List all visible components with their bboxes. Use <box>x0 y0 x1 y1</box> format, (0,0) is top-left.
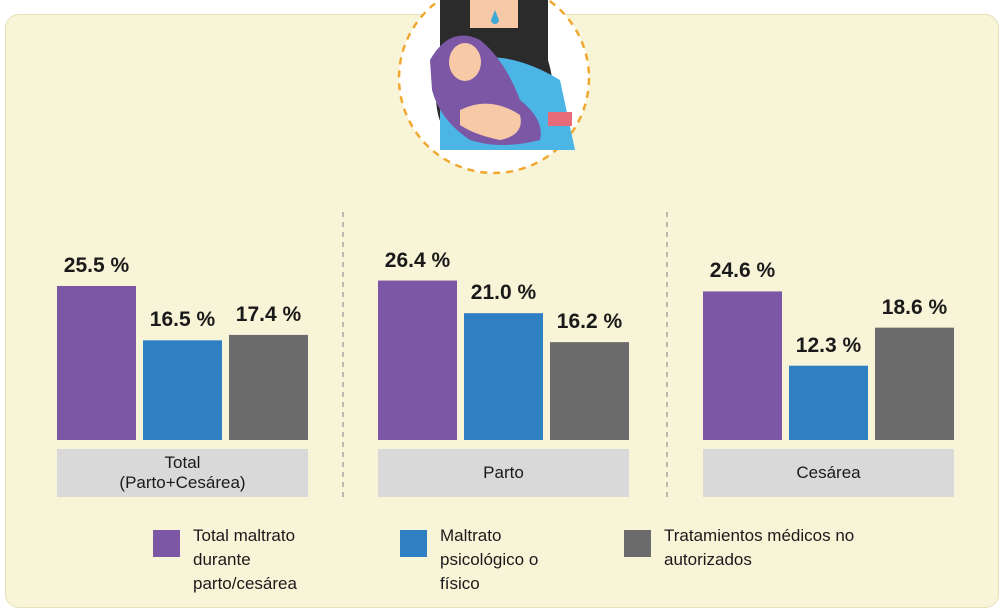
bar <box>703 291 782 440</box>
bar <box>143 340 222 440</box>
legend-swatch <box>400 530 427 557</box>
value-label: 18.6 % <box>881 295 948 319</box>
category-label: Total (Parto+Cesárea) <box>119 453 246 492</box>
bar <box>464 313 543 440</box>
bar <box>57 285 136 440</box>
legend-label: Tratamientos médicos no autorizados <box>664 526 855 569</box>
legend-label: Total maltrato durante parto/cesárea <box>193 526 297 593</box>
bar <box>875 327 954 440</box>
bar <box>229 334 308 440</box>
value-label: 24.6 % <box>709 259 776 283</box>
bar <box>378 280 457 440</box>
value-label: 21.0 % <box>470 281 537 305</box>
category-box: Cesárea <box>703 449 954 497</box>
category-box: Total (Parto+Cesárea) <box>57 449 308 497</box>
value-label: 12.3 % <box>795 333 862 357</box>
legend-swatch <box>153 530 180 557</box>
value-label: 16.2 % <box>556 310 623 334</box>
bar <box>550 342 629 440</box>
category-label: Cesárea <box>796 463 861 482</box>
value-label: 16.5 % <box>149 308 216 332</box>
value-label: 25.5 % <box>63 253 130 277</box>
legend-label: Maltrato psicológico o físico <box>440 526 539 593</box>
bar <box>789 365 868 440</box>
value-label: 26.4 % <box>384 248 451 272</box>
legend-swatch <box>624 530 651 557</box>
category-label: Parto <box>483 463 524 482</box>
category-box: Parto <box>378 449 629 497</box>
value-label: 17.4 % <box>235 302 302 326</box>
illustration <box>397 0 591 175</box>
